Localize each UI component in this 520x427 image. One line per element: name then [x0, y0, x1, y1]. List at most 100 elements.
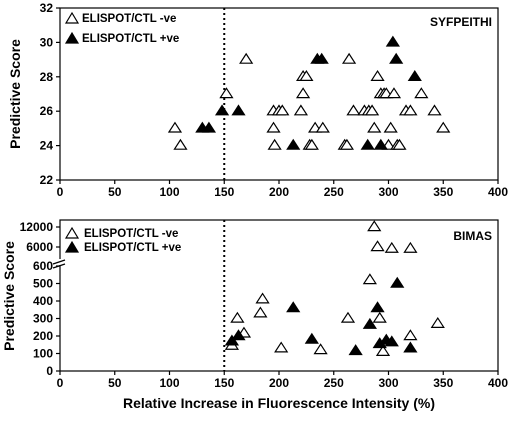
data-point-filled	[407, 69, 422, 81]
x-tick-label: 50	[108, 185, 122, 199]
x-tick-label: 250	[324, 376, 344, 390]
data-point-filled	[231, 329, 246, 341]
panel-label: SYFPEITHI	[430, 15, 492, 29]
y-tick-label: 32	[40, 1, 54, 15]
y-tick-label: 600	[33, 259, 53, 273]
data-point-filled	[360, 138, 375, 150]
x-tick-label: 400	[488, 185, 508, 199]
x-tick-label: 250	[324, 185, 344, 199]
data-point-filled	[362, 317, 377, 329]
data-point-open	[255, 292, 270, 304]
data-point-open	[375, 344, 391, 356]
legend-marker-open-triangle	[64, 11, 80, 24]
x-tick-label: 200	[269, 185, 289, 199]
legend-marker-filled-triangle	[64, 31, 80, 44]
data-point-open	[339, 138, 354, 150]
x-ticks: 0 50 100 150 200 250 300 350 400	[57, 371, 508, 390]
x-tick-label: 350	[433, 185, 453, 199]
data-point-filled	[403, 341, 418, 353]
y-tick-label: 300	[33, 312, 53, 326]
y-tick-label: 24	[40, 139, 54, 153]
data-point-open	[427, 104, 442, 116]
data-point-open	[414, 87, 429, 99]
y-axis-title: Predictive Score	[1, 241, 17, 351]
data-point-filled	[286, 138, 301, 150]
data-points	[167, 35, 451, 150]
data-point-open	[362, 273, 377, 285]
data-point-open	[230, 311, 245, 323]
y-ticks: 0 100 200 300 400 500 600 6000 12000	[20, 220, 60, 378]
y-tick-label: 12000	[20, 220, 54, 234]
data-point-open	[274, 341, 289, 353]
data-point-filled	[201, 121, 217, 133]
data-point-filled	[348, 344, 363, 356]
data-point-open	[346, 104, 361, 116]
data-point-open	[299, 69, 314, 81]
x-tick-label: 350	[433, 376, 453, 390]
x-tick-label: 100	[159, 376, 179, 390]
data-point-open	[173, 138, 188, 150]
data-point-open	[372, 311, 387, 323]
y-tick-label: 0	[46, 364, 53, 378]
data-point-open	[370, 240, 385, 252]
legend-label: ELISPOT/CTL +ve	[82, 33, 179, 45]
data-point-open	[383, 121, 398, 133]
data-point-open	[364, 104, 380, 116]
data-point-open	[315, 121, 330, 133]
x-tick-label: 300	[378, 376, 398, 390]
x-axis-title: Relative Increase in Fluorescence Intens…	[123, 395, 435, 411]
y-tick-label: 100	[33, 347, 53, 361]
y-tick-label: 26	[40, 104, 54, 118]
data-point-open	[403, 104, 418, 116]
data-point-open	[266, 121, 281, 133]
data-point-open	[403, 241, 418, 253]
data-point-open	[267, 138, 282, 150]
data-point-open	[370, 69, 385, 81]
data-point-open	[304, 138, 319, 150]
data-point-open	[253, 306, 268, 318]
x-ticks: 0 50 100 150 200 250 300 350 400	[57, 180, 508, 199]
data-point-filled	[231, 104, 246, 116]
data-point-open	[275, 104, 290, 116]
y-tick-label: 30	[40, 35, 54, 49]
data-point-open	[367, 220, 382, 232]
data-point-filled	[304, 332, 319, 344]
data-point-open	[430, 316, 445, 328]
panel-label: BIMAS	[453, 229, 492, 243]
legend-marker-open-triangle	[64, 226, 80, 239]
data-point-filled	[385, 35, 400, 47]
x-tick-label: 150	[214, 376, 234, 390]
y-tick-label: 6000	[26, 240, 53, 254]
y-tick-label: 28	[40, 70, 54, 84]
legend-label: ELISPOT/CTL -ve	[82, 13, 176, 25]
x-tick-label: 0	[57, 376, 64, 390]
data-point-open	[167, 121, 183, 133]
data-point-filled	[214, 104, 230, 116]
data-point-filled	[384, 335, 399, 347]
y-axis-title: Predictive Score	[7, 39, 23, 149]
data-point-open	[367, 121, 382, 133]
data-point-open	[293, 104, 309, 116]
data-point-open	[403, 329, 418, 341]
x-tick-label: 100	[159, 185, 179, 199]
data-points	[224, 220, 445, 356]
x-tick-label: 50	[108, 376, 122, 390]
legend: ELISPOT/CTL -ve ELISPOT/CTL +ve	[64, 11, 179, 45]
x-tick-label: 300	[378, 185, 398, 199]
y-tick-label: 500	[33, 277, 53, 291]
data-point-open	[313, 343, 328, 355]
data-point-open	[392, 138, 407, 150]
y-ticks: 22 24 26 28 30 32	[40, 1, 60, 187]
data-point-filled	[286, 301, 301, 313]
legend-label: ELISPOT/CTL -ve	[84, 228, 178, 240]
data-point-open	[341, 52, 357, 64]
data-point-filled	[370, 301, 385, 313]
data-point-filled	[389, 52, 404, 64]
y-tick-label: 400	[33, 294, 53, 308]
x-tick-label: 0	[57, 185, 64, 199]
data-point-filled	[390, 276, 405, 288]
x-tick-label: 150	[214, 185, 234, 199]
data-point-filled	[314, 52, 329, 64]
legend: ELISPOT/CTL -ve ELISPOT/CTL +ve	[64, 226, 181, 254]
